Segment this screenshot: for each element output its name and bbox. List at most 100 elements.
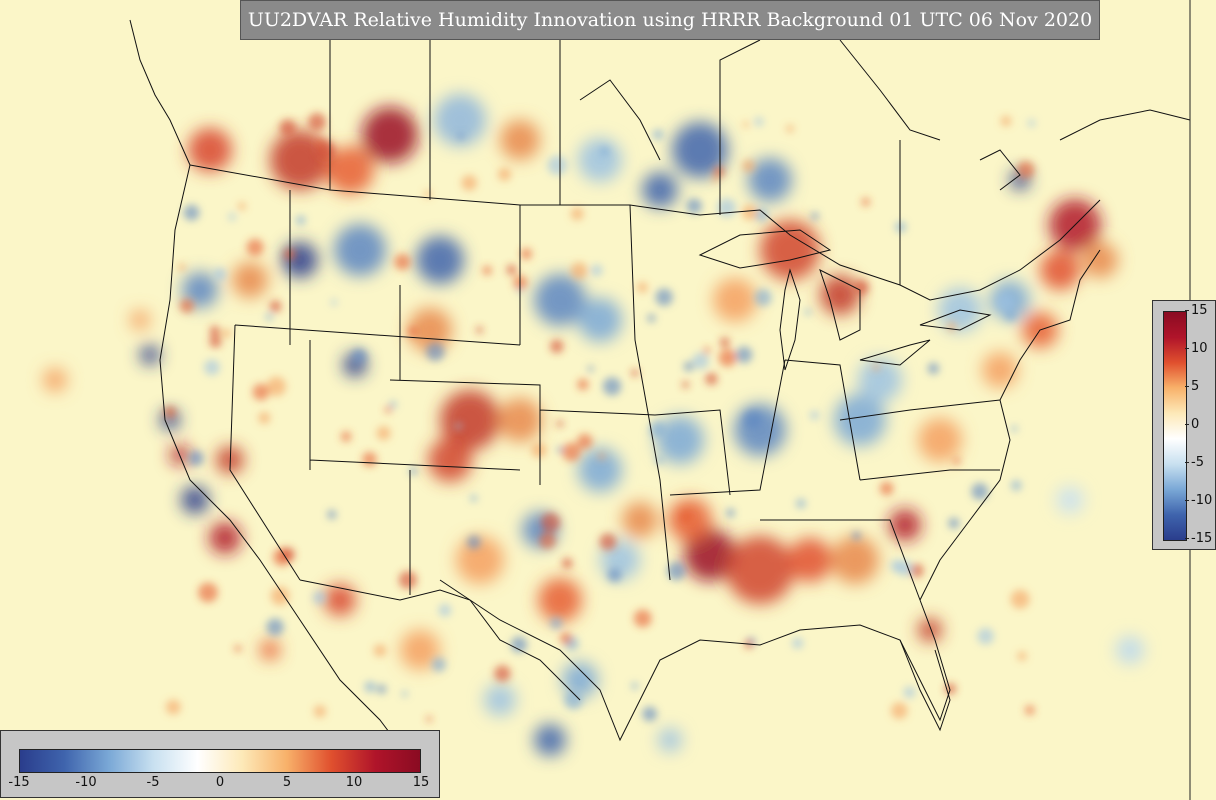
innovation-speckle (409, 467, 418, 476)
innovation-speckle (711, 176, 719, 184)
innovation-blob (858, 358, 902, 402)
innovation-speckle (861, 197, 870, 207)
vertical-colorbar: 15 10 5 0 -5 -10 -15 (1152, 300, 1216, 550)
innovation-speckle (692, 352, 709, 370)
map-title: UU2DVAR Relative Humidity Innovation usi… (240, 0, 1100, 40)
innovation-speckle (742, 121, 750, 128)
innovation-speckle (642, 706, 658, 722)
innovation-speckle (188, 450, 204, 467)
innovation-speckle (269, 300, 282, 313)
innovation-blob (324, 584, 356, 616)
innovation-blob (538, 578, 582, 622)
innovation-speckle (457, 133, 465, 140)
innovation-speckle (550, 339, 564, 354)
innovation-speckle (295, 215, 306, 226)
innovation-blob (140, 345, 160, 365)
horizontal-colorbar-tick: 5 (282, 775, 292, 790)
innovation-speckle (376, 684, 387, 694)
innovation-speckle (1011, 480, 1022, 491)
northern-coastline (579, 39, 1191, 191)
innovation-speckle (183, 204, 200, 221)
innovation-speckle (570, 207, 584, 221)
innovation-blob (734, 404, 786, 456)
innovation-speckle (607, 568, 622, 583)
innovation-speckle (520, 248, 532, 260)
innovation-blob (209, 522, 241, 554)
innovation-speckle (719, 337, 730, 348)
florida-peninsula (899, 639, 951, 732)
innovation-speckle (879, 481, 894, 496)
innovation-speckle (792, 637, 804, 649)
innovation-blob (918, 418, 962, 462)
innovation-blob (260, 640, 280, 660)
innovation-speckle (204, 359, 220, 376)
innovation-speckle (903, 686, 916, 699)
innovation-speckle (852, 531, 861, 541)
innovation-speckle (599, 146, 610, 157)
innovation-blob (684, 529, 736, 581)
innovation-speckle (497, 167, 512, 181)
innovation-speckle (811, 212, 819, 221)
innovation-speckle (362, 452, 377, 467)
innovation-speckle (742, 204, 758, 221)
horizontal-colorbar-tick: 10 (345, 775, 363, 790)
innovation-blob (748, 158, 792, 202)
innovation-speckle (258, 412, 271, 424)
innovation-speckle (667, 561, 686, 581)
innovation-speckle (531, 442, 547, 458)
innovation-speckle (510, 636, 528, 653)
innovation-speckle (1024, 705, 1035, 716)
innovation-speckle (1017, 651, 1027, 661)
innovation-speckle (351, 348, 368, 364)
innovation-speckle (796, 498, 806, 509)
innovation-speckle (312, 590, 327, 605)
lake-ontario (919, 309, 992, 331)
innovation-blob (362, 107, 418, 163)
innovation-speckle (547, 155, 568, 176)
innovation-speckle (1011, 425, 1018, 432)
innovation-blob (400, 630, 440, 670)
innovation-speckle (577, 378, 589, 391)
innovation-blob (498, 398, 542, 442)
innovation-speckle (308, 112, 326, 131)
innovation-blob (788, 538, 832, 582)
horizontal-colorbar-tick: 0 (215, 775, 225, 790)
innovation-speckle (587, 365, 594, 372)
innovation-speckle (539, 532, 556, 549)
innovation-speckle (754, 117, 764, 127)
innovation-speckle (713, 166, 725, 178)
innovation-speckle (384, 406, 392, 414)
vertical-colorbar-tick: 15 (1185, 303, 1208, 318)
innovation-speckle (561, 557, 573, 569)
innovation-speckle (1010, 589, 1030, 609)
innovation-speckle (948, 517, 960, 529)
innovation-blob (578, 298, 622, 342)
innovation-speckle (221, 328, 231, 338)
horizontal-colorbar-tick: -10 (75, 775, 97, 790)
innovation-speckle (213, 267, 227, 281)
innovation-blob (130, 310, 150, 330)
innovation-blob (181, 486, 209, 514)
gulf-coastline (439, 579, 951, 742)
innovation-speckle (556, 420, 564, 428)
innovation-speckle (177, 263, 186, 272)
innovation-speckle (590, 264, 603, 277)
innovation-blob (831, 536, 879, 584)
innovation-speckle (705, 372, 718, 386)
innovation-speckle (438, 604, 452, 617)
innovation-blob (1056, 486, 1084, 514)
horizontal-colorbar-tick: 15 (412, 775, 430, 790)
innovation-blob (578, 448, 622, 492)
innovation-speckle (455, 422, 462, 430)
vertical-colorbar-tick: -5 (1185, 455, 1204, 470)
innovation-blob (726, 536, 794, 604)
innovation-speckle (426, 716, 433, 723)
innovation-blob (622, 502, 658, 538)
innovation-blob (1116, 636, 1144, 664)
innovation-blob (43, 368, 67, 392)
innovation-blob (642, 172, 678, 208)
innovation-speckle (475, 326, 484, 334)
innovation-blob (434, 94, 486, 146)
innovation-speckle (562, 442, 581, 462)
innovation-blob (889, 509, 921, 541)
